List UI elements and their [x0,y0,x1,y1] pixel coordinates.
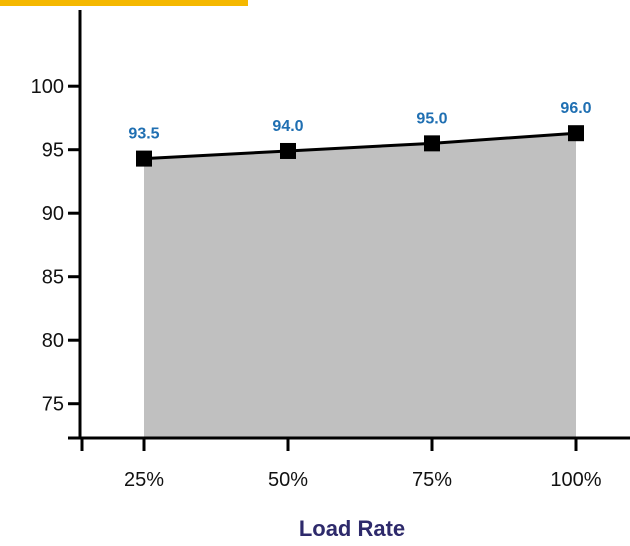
y-tick-label: 80 [42,330,64,352]
y-tick-label: 100 [31,76,64,98]
y-tick-label: 95 [42,140,64,162]
data-point-marker [424,135,440,152]
y-ticks: 75 80 85 90 95 100 [31,76,80,416]
x-tick-label: 50% [268,469,308,491]
x-tick-label: 75% [412,469,452,491]
series-layer [136,125,584,167]
x-tick-label: 25% [124,469,164,491]
data-label: 95.0 [416,110,447,127]
data-labels: 93.5 94.0 95.0 96.0 [128,100,591,142]
data-point-marker [568,125,584,142]
y-tick-label: 90 [42,203,64,225]
y-tick-label: 85 [42,267,64,289]
x-axis-title: Load Rate [299,516,405,541]
x-tick-label: 100% [550,469,601,491]
axes-layer [68,10,630,440]
area-fill [144,133,576,438]
data-point-marker [136,150,152,167]
series-line [143,131,577,161]
accent-bar [0,0,248,6]
data-label: 96.0 [560,100,591,117]
area-layer [144,133,576,438]
data-label: 93.5 [128,126,159,143]
data-point-marker [280,142,296,159]
y-tick-label: 75 [42,394,64,416]
data-label: 94.0 [272,118,303,135]
x-ticks: 25% 50% 75% 100% [80,438,602,491]
